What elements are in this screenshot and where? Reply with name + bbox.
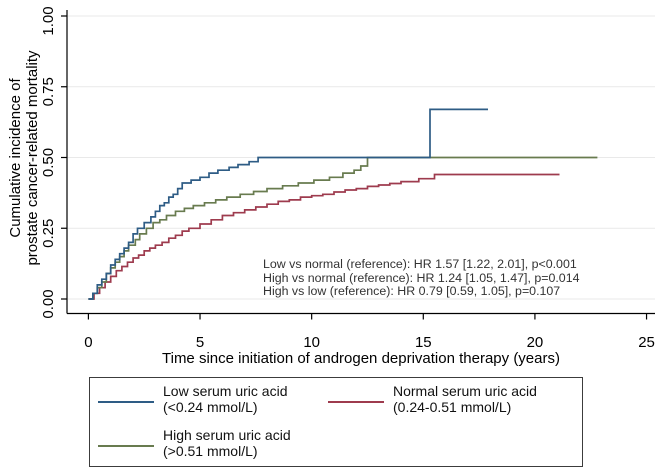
series-line-high <box>88 156 598 300</box>
x-tick-label: 0 <box>84 334 92 350</box>
y-tick-label: 0.00 <box>40 289 57 318</box>
x-axis-title: Time since initiation of androgen depriv… <box>162 350 560 367</box>
legend-box: Low serum uric acid (<0.24 mmol/L) High … <box>89 377 583 467</box>
cumulative-incidence-chart: 0.00 0.25 0.50 0.75 1.00 0 5 10 15 20 25 <box>40 6 655 350</box>
x-tick-label: 20 <box>527 334 544 350</box>
annotation-line-high-vs-low: High vs low (reference): HR 0.79 [0.59, … <box>263 284 561 298</box>
series-line-low <box>88 108 488 300</box>
legend-label-normal-line2: (0.24-0.51 mmol/L) <box>393 398 512 415</box>
legend-label-high-line1: High serum uric acid <box>163 427 291 443</box>
x-tick-label: 10 <box>303 334 320 350</box>
y-tick-label: 0.75 <box>40 77 57 106</box>
legend-line-swatch-high <box>98 445 154 447</box>
annotation-line-low-vs-normal: Low vs normal (reference): HR 1.57 [1.22… <box>263 257 577 271</box>
y-axis-title-line1: Cumulative incidence of <box>7 78 24 238</box>
y-axis-title-line2: prostate cancer-related mortality <box>24 50 41 266</box>
legend-label-high-line2: (>0.51 mmol/L) <box>163 442 258 459</box>
legend-label-normal-line1: Normal serum uric acid <box>393 383 537 399</box>
x-tick-label: 25 <box>638 334 655 350</box>
hazard-ratio-annotation: Low vs normal (reference): HR 1.57 [1.22… <box>263 257 580 299</box>
y-tick-label: 1.00 <box>40 6 57 35</box>
y-tick-label: 0.50 <box>40 148 57 177</box>
series-line-normal <box>88 173 560 300</box>
annotation-line-high-vs-normal: High vs normal (reference): HR 1.24 [1.0… <box>263 270 580 285</box>
y-tick-label: 0.25 <box>40 219 57 248</box>
legend-line-swatch-low <box>98 401 154 403</box>
x-tick-label: 15 <box>415 334 432 350</box>
legend-label-low-line2: (<0.24 mmol/L) <box>163 398 258 415</box>
x-tick-label: 5 <box>196 334 204 350</box>
legend-label-low-line1: Low serum uric acid <box>163 383 288 399</box>
legend-line-swatch-normal <box>328 401 384 403</box>
